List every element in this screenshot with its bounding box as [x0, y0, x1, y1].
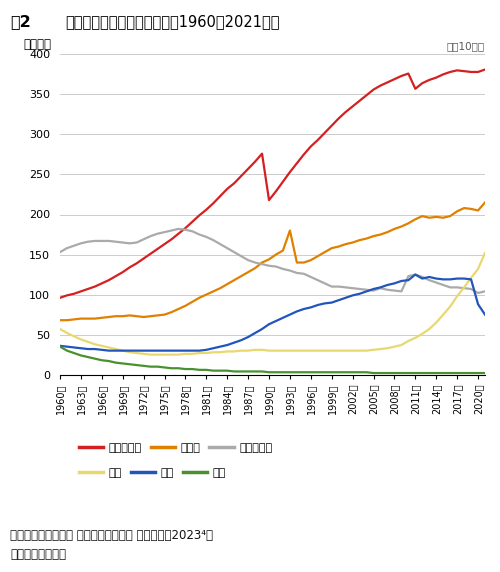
心疾患	[57, 317, 63, 324]
Line: 結核: 結核	[60, 347, 485, 373]
悪性新生物	[426, 77, 432, 84]
結核	[140, 363, 146, 370]
心疾患	[140, 313, 146, 320]
肖炎	[106, 347, 112, 354]
肖炎	[92, 345, 98, 352]
脳血管疾患	[168, 227, 174, 234]
結核	[92, 355, 98, 362]
Line: 悪性新生物: 悪性新生物	[60, 70, 485, 298]
老衰	[92, 341, 98, 348]
Line: 脳血管疾患: 脳血管疾患	[60, 229, 485, 293]
Text: 人口10万対: 人口10万対	[447, 41, 485, 51]
Text: 主要死因別死亡数年次推移（1960～2021年）: 主要死因別死亡数年次推移（1960～2021年）	[65, 14, 280, 29]
脳血管疾患	[273, 263, 279, 270]
心疾患	[168, 309, 174, 316]
悪性新生物	[92, 283, 98, 290]
Line: 心疾患: 心疾患	[60, 202, 485, 320]
悪性新生物	[482, 66, 488, 73]
老衰	[273, 347, 279, 354]
Legend: 老衰, 肖炎, 結核: 老衰, 肖炎, 結核	[74, 464, 231, 483]
脳血管疾患	[140, 236, 146, 243]
結核	[482, 370, 488, 376]
悪性新生物	[475, 69, 481, 76]
肖炎	[273, 317, 279, 324]
結核	[433, 370, 439, 376]
心疾患	[426, 214, 432, 221]
脳血管疾患	[433, 279, 439, 286]
肖炎	[440, 276, 446, 283]
脳血管疾患	[482, 288, 488, 295]
心疾患	[315, 253, 321, 260]
老衰	[322, 347, 328, 354]
Line: 肖炎: 肖炎	[60, 275, 485, 351]
結核	[266, 369, 272, 376]
肖炎	[482, 311, 488, 318]
老衰	[57, 325, 63, 332]
脳血管疾患	[176, 225, 182, 232]
老衰	[176, 351, 182, 358]
悪性新生物	[140, 255, 146, 262]
Text: （千人）: （千人）	[24, 38, 52, 51]
結核	[315, 369, 321, 376]
心疾患	[482, 199, 488, 206]
結核	[370, 370, 376, 376]
肖炎	[322, 300, 328, 307]
肖炎	[57, 343, 63, 349]
Text: 囲2: 囲2	[10, 14, 31, 29]
結核	[57, 343, 63, 350]
脳血管疾患	[57, 249, 63, 256]
肖炎	[148, 347, 154, 354]
老衰	[140, 351, 146, 358]
Line: 老衰: 老衰	[60, 253, 485, 355]
脳血管疾患	[322, 280, 328, 287]
心疾患	[475, 207, 481, 214]
悪性新生物	[315, 137, 321, 144]
Text: 出所：公益財団法人 がん研究振興財団 がんの統膈2023⁴）
　　より一部抜粸: 出所：公益財団法人 がん研究振興財団 がんの統膈2023⁴） より一部抜粸	[10, 529, 213, 561]
脳血管疾患	[475, 289, 481, 296]
脳血管疾患	[92, 237, 98, 244]
肖炎	[412, 271, 418, 278]
老衰	[148, 351, 154, 358]
肖炎	[176, 347, 182, 354]
心疾患	[92, 315, 98, 322]
悪性新生物	[168, 236, 174, 243]
悪性新生物	[57, 295, 63, 301]
結核	[168, 365, 174, 372]
老衰	[433, 319, 439, 326]
老衰	[482, 249, 488, 256]
